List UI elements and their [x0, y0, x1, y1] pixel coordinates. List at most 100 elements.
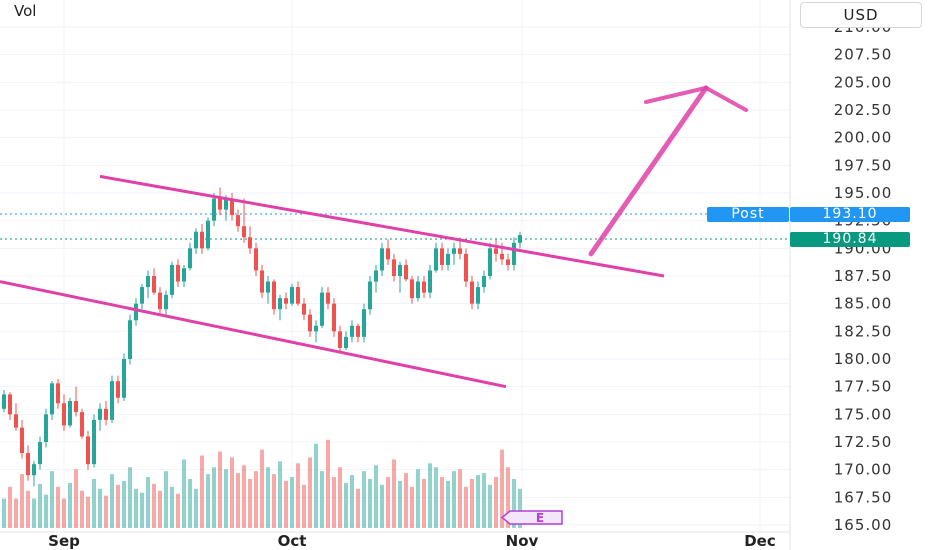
- candle: [368, 276, 372, 315]
- time-tick-label: Nov: [506, 532, 539, 550]
- price-tick-label: 197.50: [834, 156, 893, 174]
- volume-bar: [62, 498, 66, 528]
- time-axis[interactable]: Sep Oct Nov Dec: [0, 531, 790, 550]
- candle-body: [344, 336, 348, 348]
- candle-body: [218, 198, 222, 210]
- candle-body: [104, 408, 108, 420]
- price-tick-label: 165.00: [834, 516, 893, 534]
- volume-bar: [410, 486, 414, 528]
- candle-body: [392, 259, 396, 276]
- candle: [320, 287, 324, 329]
- candle-body: [326, 292, 330, 304]
- price-tick-label: 205.00: [834, 73, 893, 91]
- price-tick-label: 167.50: [834, 488, 893, 506]
- candle: [20, 419, 24, 459]
- earnings-marker[interactable]: E: [500, 510, 564, 525]
- candle-body: [500, 253, 504, 260]
- candle-body: [308, 314, 312, 332]
- candle: [290, 283, 294, 306]
- candle: [488, 242, 492, 280]
- candle: [242, 198, 246, 243]
- price-tick-label: 187.50: [834, 267, 893, 285]
- candle: [410, 276, 414, 304]
- price-tick-label: 200.00: [834, 129, 893, 147]
- volume-bar: [212, 467, 216, 528]
- volume-bar: [146, 477, 150, 528]
- candle-body: [188, 248, 192, 269]
- price-axis[interactable]: 210.00207.50205.00202.50200.00197.50195.…: [834, 18, 893, 534]
- candle-body: [488, 248, 492, 276]
- time-tick-label: Sep: [48, 532, 80, 550]
- trend-channel[interactable]: [0, 174, 665, 389]
- candle-body: [254, 248, 258, 271]
- candle: [14, 403, 18, 431]
- candle-body: [290, 287, 294, 304]
- candle: [56, 378, 60, 409]
- volume-bar: [458, 469, 462, 528]
- candle-body: [146, 276, 150, 288]
- candle: [398, 261, 402, 293]
- candle: [296, 281, 300, 306]
- candle: [80, 408, 84, 439]
- volume-bar: [488, 484, 492, 528]
- candle-body: [176, 264, 180, 282]
- candle: [26, 445, 30, 481]
- candle: [32, 460, 36, 487]
- projection-arrow-shaft[interactable]: [588, 85, 709, 257]
- volume-bar: [500, 449, 504, 528]
- upper-trendline[interactable]: [99, 174, 665, 278]
- candle: [308, 309, 312, 337]
- candle-body: [386, 248, 390, 260]
- candle-body: [296, 287, 300, 304]
- volume-bar: [506, 467, 510, 528]
- candle: [134, 298, 138, 326]
- candle-body: [86, 436, 90, 465]
- volume-bar: [122, 480, 126, 528]
- volume-indicator-label[interactable]: Vol: [14, 2, 37, 20]
- candle: [326, 287, 330, 310]
- volume-bar: [14, 498, 18, 528]
- volume-bar: [326, 439, 330, 528]
- price-tick-label: 182.50: [834, 322, 893, 340]
- candle: [278, 294, 282, 321]
- candle: [140, 283, 144, 310]
- volume-bar: [110, 474, 114, 528]
- candle: [122, 353, 126, 402]
- projection-arrow-head[interactable]: [644, 85, 748, 112]
- candle-body: [230, 198, 234, 216]
- last-price-badge: 190.84: [790, 232, 910, 247]
- candle: [116, 375, 120, 404]
- volume-bar: [338, 467, 342, 528]
- candle: [50, 381, 54, 420]
- candle-body: [266, 281, 270, 293]
- volume-bar: [68, 482, 72, 528]
- lower-trendline[interactable]: [0, 280, 507, 389]
- volume-bar: [44, 494, 48, 528]
- candle: [188, 242, 192, 271]
- price-tick-label: 207.50: [834, 46, 893, 64]
- volume-bar: [74, 469, 78, 528]
- volume-bar: [470, 479, 474, 528]
- volume-bar: [20, 474, 24, 528]
- candle: [236, 209, 240, 232]
- volume-bar: [170, 486, 174, 528]
- candle: [464, 248, 468, 288]
- candle-body: [170, 264, 174, 295]
- volume-bar: [350, 475, 354, 528]
- candle-body: [464, 253, 468, 282]
- price-tick-label: 172.50: [834, 433, 893, 451]
- volume-bar: [164, 471, 168, 528]
- volume-bar: [362, 471, 366, 528]
- candle-body: [8, 394, 12, 415]
- volume-bar: [422, 479, 426, 528]
- volume-bar: [86, 496, 90, 528]
- candle-body: [194, 231, 198, 249]
- volume-bar: [92, 479, 96, 528]
- candle: [68, 397, 72, 428]
- candle-body: [512, 242, 516, 265]
- candle-body: [278, 298, 282, 310]
- projection-arrow[interactable]: [588, 85, 748, 257]
- currency-button[interactable]: USD: [800, 2, 922, 28]
- candle: [212, 193, 216, 227]
